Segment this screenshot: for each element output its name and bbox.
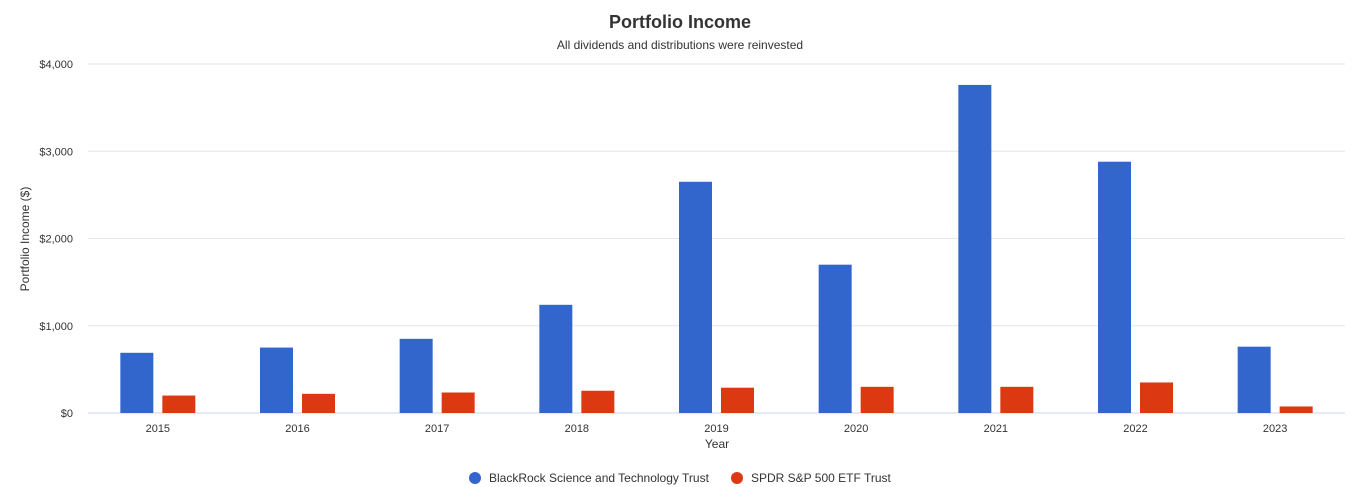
bar-spdr-2021[interactable] [1000,386,1034,413]
bar-blackrock-2021[interactable] [958,84,992,413]
y-axis-ticks: $0 $1,000 $2,000 $3,000 $4,000 [39,59,73,420]
chart-title: Portfolio Income [609,12,751,32]
bar-spdr-2022[interactable] [1140,382,1173,413]
x-tick-label: 2023 [1263,423,1287,435]
bar-spdr-2015[interactable] [162,395,196,413]
legend-item-spdr[interactable]: SPDR S&P 500 ETF Trust [731,471,891,485]
x-tick-label: 2022 [1123,423,1147,435]
legend-label: SPDR S&P 500 ETF Trust [751,471,891,485]
bar-blackrock-2017[interactable] [399,338,433,413]
y-tick-label: $2,000 [39,234,73,246]
bar-blackrock-2015[interactable] [120,352,154,413]
x-axis-title: Year [705,437,729,451]
y-tick-label: $4,000 [39,59,73,71]
y-tick-label: $1,000 [39,321,73,333]
bar-blackrock-2019[interactable] [679,181,712,413]
bar-blackrock-2020[interactable] [818,264,852,413]
y-tick-label: $0 [61,408,73,420]
bar-spdr-2019[interactable] [721,387,754,413]
gridlines [88,63,1345,414]
bar-spdr-2017[interactable] [441,392,475,413]
x-axis-ticks: 2015 2016 2017 2018 2019 2020 2021 2022 2023 [146,423,1288,435]
x-tick-label: 2017 [425,423,449,435]
bar-blackrock-2023[interactable] [1237,346,1271,413]
x-tick-label: 2021 [984,423,1008,435]
y-axis-title: Portfolio Income ($) [18,187,32,292]
x-tick-label: 2018 [565,423,589,435]
y-tick-label: $3,000 [39,146,73,158]
chart-subtitle: All dividends and distributions were rei… [557,38,803,52]
bar-blackrock-2018[interactable] [539,304,573,413]
bar-spdr-2016[interactable] [302,393,335,413]
bar-blackrock-2016[interactable] [260,347,293,413]
bars [120,84,1313,413]
legend: BlackRock Science and Technology Trust SP… [469,471,891,485]
bar-blackrock-2022[interactable] [1098,161,1131,413]
x-tick-label: 2016 [285,423,309,435]
legend-marker-icon [469,472,481,484]
x-tick-label: 2015 [146,423,170,435]
x-tick-label: 2019 [704,423,728,435]
x-tick-label: 2020 [844,423,868,435]
legend-marker-icon [731,472,743,484]
bar-spdr-2020[interactable] [860,386,894,413]
bar-spdr-2023[interactable] [1279,406,1313,413]
legend-item-blackrock[interactable]: BlackRock Science and Technology Trust [469,471,710,485]
legend-label: BlackRock Science and Technology Trust [489,471,710,485]
bar-spdr-2018[interactable] [581,390,615,413]
